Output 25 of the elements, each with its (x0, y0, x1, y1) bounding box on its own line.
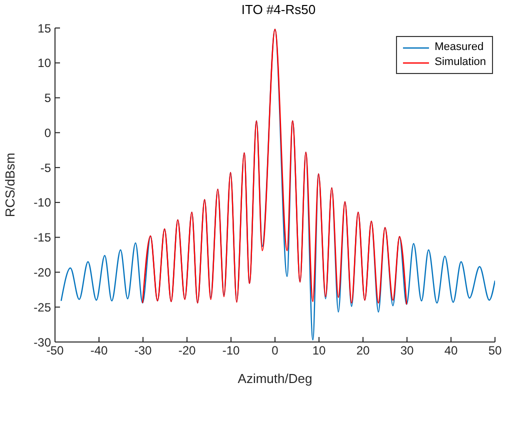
x-tick-label: 30 (400, 344, 414, 358)
y-tick-label: 10 (38, 56, 52, 70)
x-tick-label: -40 (90, 344, 108, 358)
y-axis-title: RCS/dBsm (2, 152, 18, 218)
x-tick-label: 50 (488, 344, 502, 358)
y-tick-label: -20 (34, 265, 52, 280)
x-tick-label: 40 (444, 344, 458, 358)
line-series (142, 28, 408, 305)
x-tick-label: -30 (134, 344, 152, 358)
chart-title: ITO #4-Rs50 (240, 2, 317, 17)
x-tick-label: -20 (178, 344, 196, 358)
x-tick-label: -10 (222, 344, 240, 358)
x-tick-label: 0 (272, 344, 279, 358)
y-tick-label: -15 (34, 230, 52, 245)
x-axis-title: Azimuth/Deg (238, 371, 312, 386)
x-tick-label: 10 (312, 344, 326, 358)
y-tick-label: -25 (34, 300, 52, 314)
legend-label: Simulation (434, 55, 486, 70)
y-tick-label: -10 (34, 196, 52, 210)
y-tick-label: 15 (38, 21, 52, 36)
y-tick-label: -5 (40, 160, 52, 175)
y-tick-label: 0 (44, 126, 52, 140)
legend-label: Measured (434, 40, 484, 55)
x-tick-label: 20 (356, 344, 370, 358)
y-tick-label: 5 (44, 91, 52, 106)
